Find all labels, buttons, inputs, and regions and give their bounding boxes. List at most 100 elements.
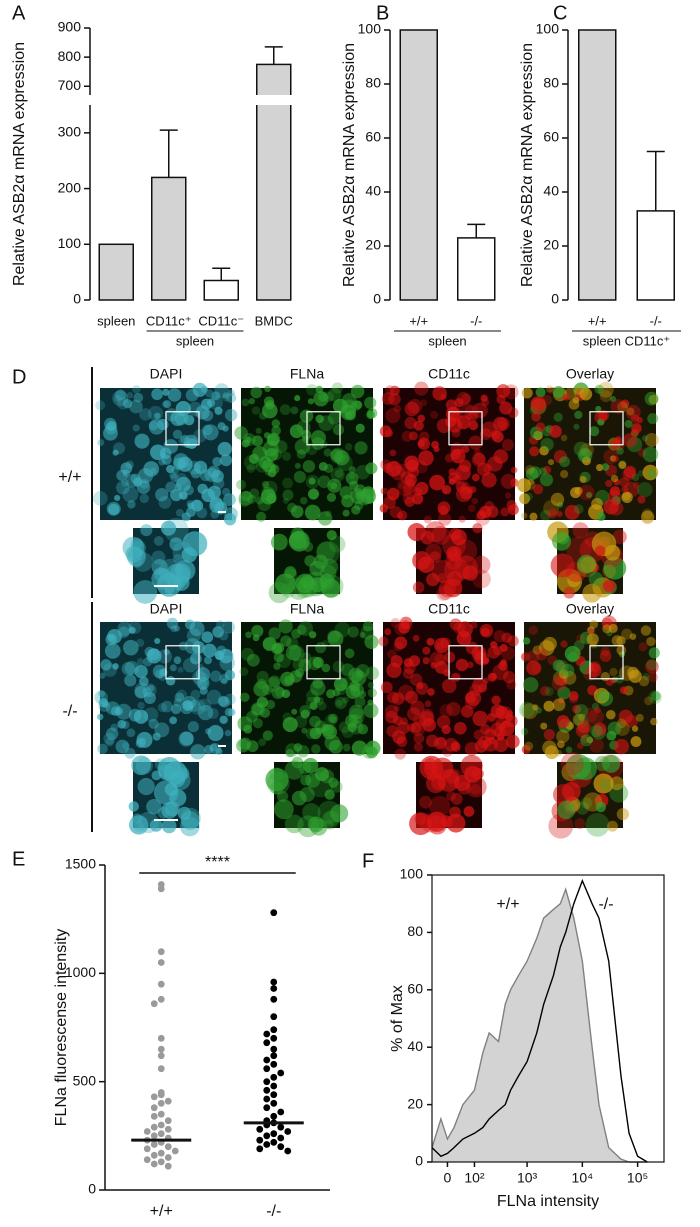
panel-letter: C [553, 2, 567, 24]
cell-signal [403, 657, 414, 668]
cell-signal [522, 677, 539, 693]
cell-signal [202, 643, 217, 658]
cell-signal [413, 742, 423, 752]
cell-signal [519, 702, 536, 718]
cell-signal [329, 716, 337, 723]
cell-signal [609, 486, 621, 497]
cell-signal [384, 628, 392, 636]
cell-signal [560, 469, 569, 479]
cell-signal [362, 621, 374, 632]
y-tick-label: 200 [58, 179, 82, 195]
cell-signal [237, 716, 253, 731]
cell-signal [403, 481, 416, 494]
cell-signal [148, 718, 159, 729]
cell-signal [137, 777, 155, 796]
cell-signal [290, 406, 299, 415]
bar [578, 29, 617, 301]
cell-signal [350, 384, 365, 399]
cell-signal [461, 393, 472, 404]
x-tick-label: 10³ [517, 1170, 538, 1186]
cell-signal [520, 652, 531, 662]
cell-signal [590, 640, 598, 649]
cell-signal [525, 492, 533, 501]
cell-signal [458, 515, 466, 523]
cell-signal [600, 779, 612, 790]
cell-signal [510, 478, 519, 488]
cell-signal [265, 699, 276, 710]
cell-signal [318, 511, 333, 526]
cell-signal [389, 385, 400, 396]
cell-signal [357, 724, 369, 735]
cell-signal [430, 662, 438, 669]
cell-signal [522, 637, 531, 645]
y-tick-label: 800 [58, 48, 82, 64]
cell-signal [262, 459, 275, 473]
cell-signal [613, 739, 630, 755]
cell-signal [612, 676, 619, 683]
cell-signal [413, 733, 425, 744]
data-point [270, 1091, 278, 1099]
cell-signal [115, 389, 126, 401]
cell-signal [532, 645, 542, 655]
micrograph [94, 617, 236, 760]
cell-signal [326, 530, 337, 541]
cell-signal [278, 619, 293, 634]
cell-signal [398, 621, 411, 634]
cell-signal [461, 633, 468, 640]
cell-signal [391, 692, 405, 705]
cell-signal [179, 731, 194, 746]
cell-signal [220, 454, 233, 467]
cell-signal [458, 459, 472, 473]
x-tick-label: spleen [97, 313, 135, 328]
cell-signal [531, 663, 542, 674]
cell-signal [442, 746, 453, 757]
cell-signal [154, 637, 161, 645]
data-point [263, 1056, 271, 1064]
cell-signal [420, 530, 435, 545]
axis-break [254, 95, 293, 105]
cell-signal [126, 392, 134, 399]
cell-signal [197, 704, 214, 721]
cell-signal [182, 700, 194, 711]
cell-signal [139, 493, 149, 504]
cell-signal [151, 550, 166, 565]
cell-signal [284, 760, 304, 780]
cell-signal [353, 400, 363, 410]
cell-signal [236, 738, 250, 753]
cell-signal [615, 675, 624, 684]
y-tick-label: 100 [58, 235, 82, 251]
cell-signal [321, 724, 334, 737]
cell-signal [114, 494, 121, 502]
cell-signal [121, 662, 136, 676]
cell-signal [593, 773, 614, 794]
x-tick-label: -/- [650, 313, 662, 328]
cell-signal [135, 638, 145, 648]
cell-signal [448, 478, 456, 485]
cell-signal [176, 689, 188, 701]
row-label: -/- [62, 703, 77, 720]
cell-signal [533, 484, 544, 495]
cell-signal [403, 662, 416, 675]
cell-signal [629, 633, 637, 640]
cell-signal [291, 708, 298, 715]
cell-signal [568, 691, 579, 701]
micrograph [519, 615, 662, 760]
cell-signal [348, 707, 365, 724]
cell-signal [294, 580, 313, 599]
data-point [277, 1123, 285, 1131]
cell-signal [224, 669, 236, 681]
cell-signal [344, 648, 355, 659]
cell-signal [157, 649, 173, 664]
cell-signal [238, 490, 254, 506]
cell-signal [422, 646, 431, 655]
cell-signal [397, 481, 412, 497]
cell-signal [535, 648, 548, 661]
y-axis-label: FLNa fluorescense intensity [53, 929, 70, 1126]
cell-signal [292, 658, 304, 671]
cell-signal [632, 481, 640, 489]
group-label: spleen [428, 333, 466, 348]
cell-signal [256, 670, 269, 684]
cell-signal [255, 427, 262, 434]
cell-signal [240, 692, 250, 703]
cell-signal [638, 448, 647, 457]
